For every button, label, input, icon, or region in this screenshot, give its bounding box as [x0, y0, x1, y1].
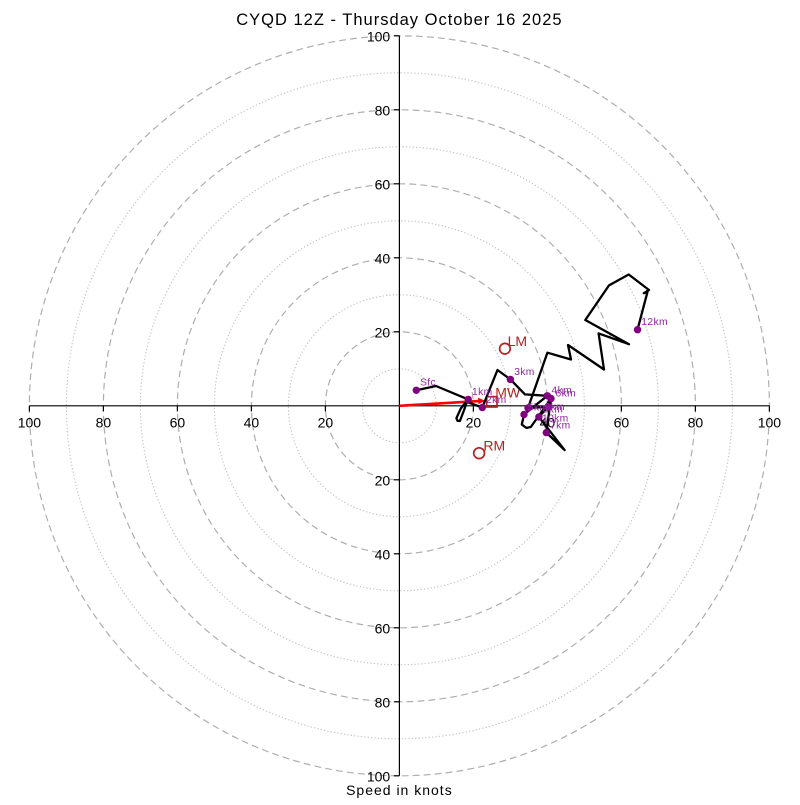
svg-text:8km: 8km	[543, 404, 564, 415]
svg-text:100: 100	[367, 29, 391, 45]
svg-text:20: 20	[375, 325, 391, 341]
svg-text:Speed in knots: Speed in knots	[346, 782, 453, 798]
svg-text:40: 40	[244, 414, 260, 430]
svg-text:6km: 6km	[556, 388, 577, 399]
svg-text:2km: 2km	[486, 395, 507, 406]
svg-text:40: 40	[375, 547, 391, 563]
svg-text:10km: 10km	[542, 413, 569, 424]
svg-text:60: 60	[375, 621, 391, 637]
svg-text:20: 20	[375, 473, 391, 489]
svg-text:60: 60	[614, 414, 630, 430]
svg-text:LM: LM	[508, 333, 527, 349]
svg-text:40: 40	[375, 251, 391, 267]
svg-text:12km: 12km	[641, 317, 668, 328]
svg-text:60: 60	[375, 177, 391, 193]
svg-text:3km: 3km	[514, 367, 535, 378]
svg-text:80: 80	[375, 103, 391, 119]
svg-text:Sfc: Sfc	[420, 378, 436, 389]
svg-text:80: 80	[688, 414, 704, 430]
svg-text:100: 100	[367, 769, 391, 785]
svg-text:100: 100	[758, 414, 782, 430]
svg-text:CYQD 12Z - Thursday October 16: CYQD 12Z - Thursday October 16 2025	[236, 11, 562, 29]
svg-text:1km: 1km	[472, 387, 493, 398]
svg-text:4km: 4km	[552, 385, 573, 396]
svg-text:9km: 9km	[545, 402, 566, 413]
svg-text:20: 20	[466, 414, 482, 430]
svg-text:80: 80	[375, 695, 391, 711]
svg-text:20: 20	[318, 414, 334, 430]
svg-text:MW: MW	[495, 384, 521, 400]
svg-text:60: 60	[170, 414, 186, 430]
svg-text:RM: RM	[483, 438, 505, 454]
svg-text:100: 100	[18, 414, 42, 430]
svg-text:5km: 5km	[528, 403, 549, 414]
svg-text:80: 80	[96, 414, 112, 430]
svg-text:7km: 7km	[550, 421, 571, 432]
